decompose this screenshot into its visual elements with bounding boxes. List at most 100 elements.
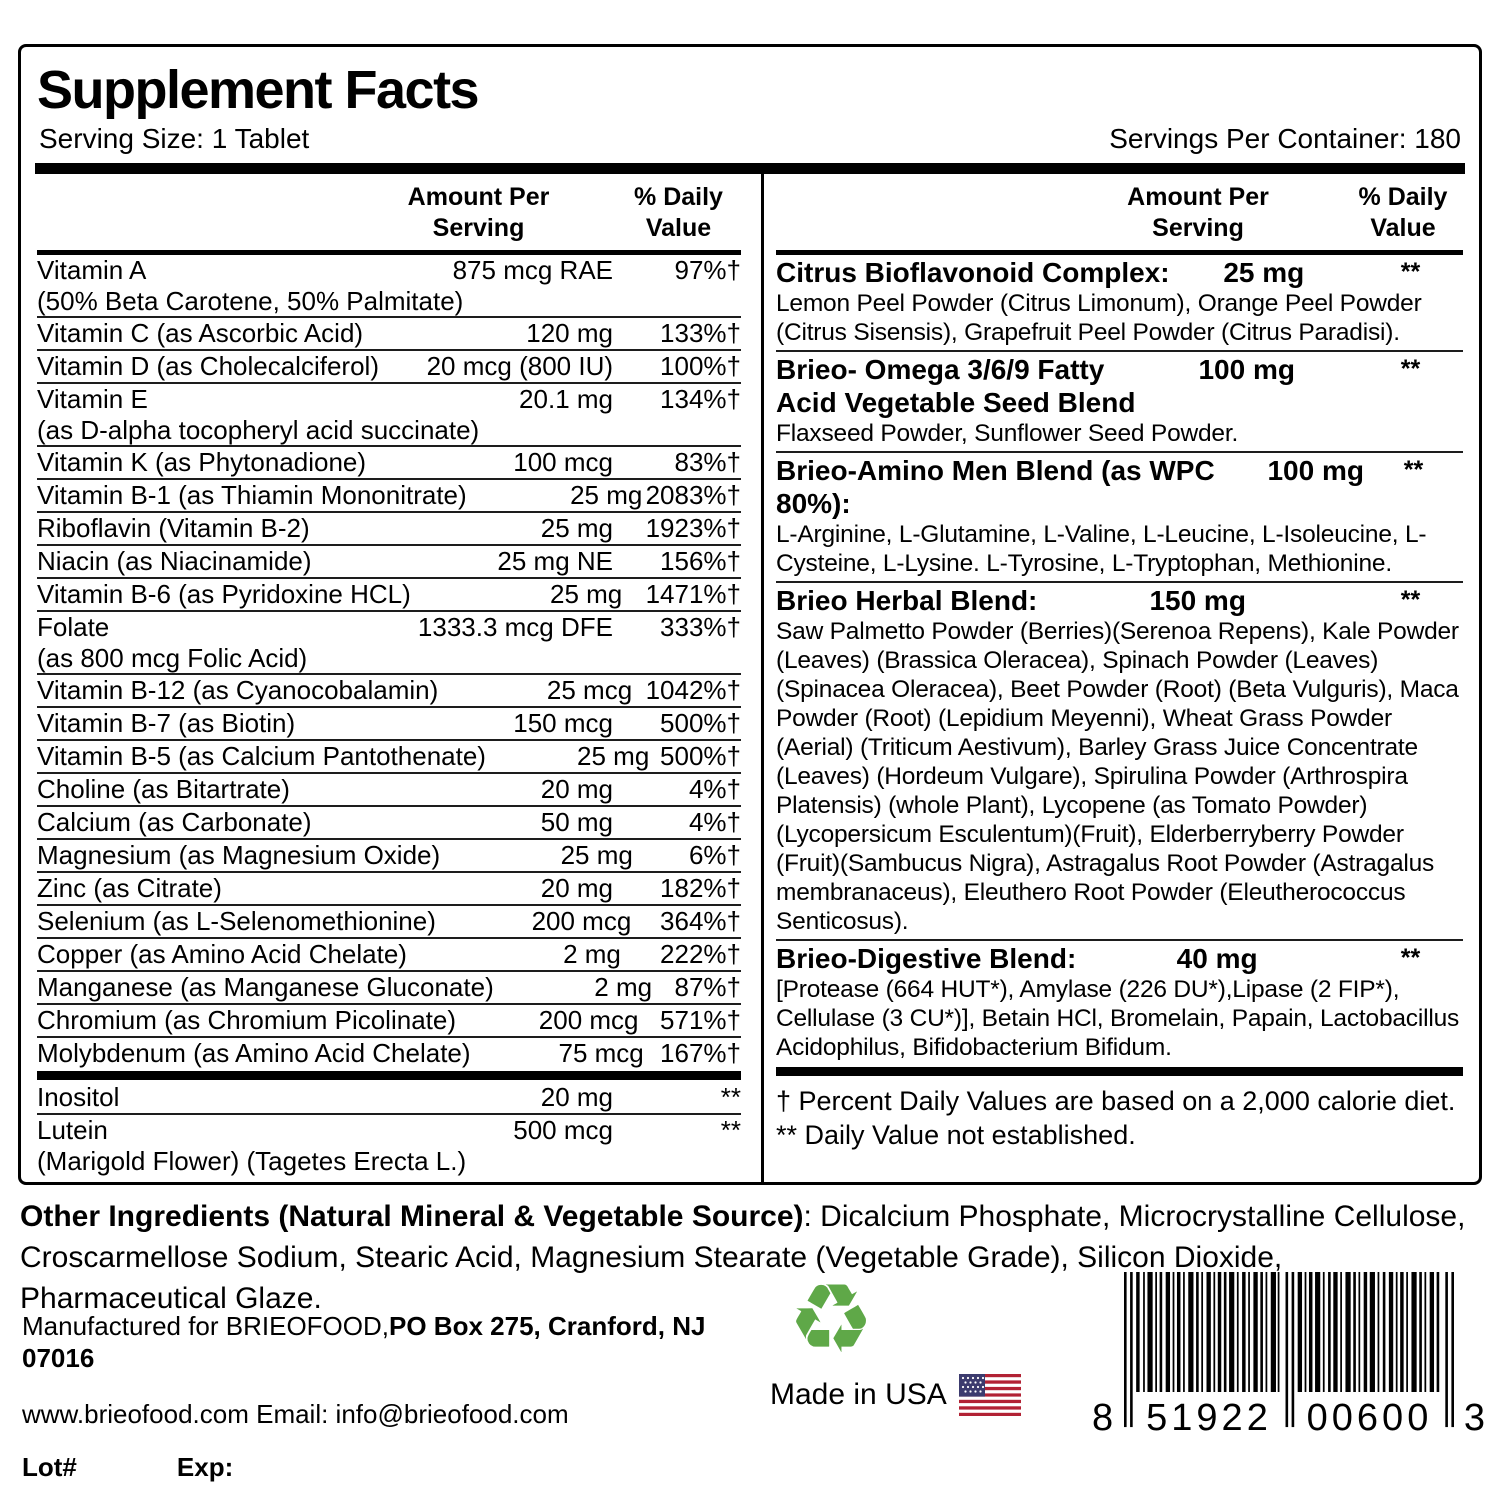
table-row: Vitamin B-7 (as Biotin) 150 mcg 500%† <box>37 708 741 741</box>
blend-amount: 25 mg <box>1223 257 1305 288</box>
lot-label: Lot# <box>22 1452 77 1482</box>
serving-size: Serving Size: 1 Tablet <box>39 123 310 154</box>
blend-amount: 150 mg <box>1149 585 1246 616</box>
nutrient-name: Choline (as Bitartrate) <box>37 774 290 804</box>
nutrient-amount: 25 mg <box>577 741 650 771</box>
nutrient-name: Folate <box>37 612 110 642</box>
blend-row: Brieo-Digestive Blend: 40 mg ** [Protease (… <box>776 941 1463 1065</box>
us-flag-icon <box>958 1374 1021 1416</box>
exp-label: Exp: <box>176 1452 234 1482</box>
barcode-digit: 3 <box>1463 1397 1485 1439</box>
blend-row: Brieo-Amino Men Blend (as WPC 80%): 100 m… <box>776 453 1463 583</box>
table-row: Vitamin E 20.1 mg 134%† (as D-alpha tocophe… <box>37 384 741 447</box>
nutrient-name: Manganese (as Manganese Gluconate) <box>37 972 494 1002</box>
nutrient-daily-value: 83%† <box>674 447 742 477</box>
nutrient-name: Vitamin B-5 (as Calcium Pantothenate) <box>37 741 486 771</box>
nutrient-daily-value: 2083%† <box>645 480 741 510</box>
supplement-facts-panel: Supplement Facts Serving Size: 1 Tablet … <box>18 44 1482 1185</box>
nutrient-amount: 75 mcg <box>558 1038 644 1068</box>
nutrient-amount: 25 mg <box>570 480 643 510</box>
lot-exp-row: Lot# Exp: <box>22 1452 722 1483</box>
serving-row: Serving Size: 1 Tablet Servings Per Cont… <box>37 121 1463 163</box>
nutrients-column: Amount Per Serving % Daily Value Vitamin… <box>21 174 761 1182</box>
daily-value-footnote: † Percent Daily Values are based on a 2,… <box>776 1086 1456 1150</box>
nutrient-daily-value: 571%† <box>660 1005 741 1035</box>
nutrient-amount: 875 mcg RAE <box>452 255 613 285</box>
blend-daily-value: ** <box>1400 258 1421 286</box>
nutrient-daily-value: ** <box>720 1115 741 1145</box>
page-title: Supplement Facts <box>37 60 480 120</box>
table-row: Magnesium (as Magnesium Oxide) 25 mg 6%† <box>37 840 741 873</box>
barcode-digit-background <box>1295 1392 1444 1436</box>
nutrient-source-note: (as D-alpha tocopheryl acid succinate) <box>37 415 480 445</box>
made-in-usa-label: Made in USA <box>770 1378 947 1411</box>
nutrient-daily-value: 1923%† <box>645 513 741 543</box>
nutrient-daily-value: 1471%† <box>645 579 741 609</box>
panel-header: Supplement Facts Serving Size: 1 Tablet … <box>21 47 1479 163</box>
table-row: Vitamin B-1 (as Thiamin Mononitrate) 25 m… <box>37 480 741 513</box>
blend-daily-value: ** <box>1400 944 1421 972</box>
table-columns: Amount Per Serving % Daily Value Vitamin… <box>21 174 1479 1182</box>
blend-name: Brieo-Digestive Blend: <box>776 943 1077 974</box>
nutrient-amount: 120 mg <box>526 318 613 348</box>
blend-row: Citrus Bioflavonoid Complex: 25 mg ** Lemon… <box>776 255 1463 352</box>
blend-rows: Citrus Bioflavonoid Complex: 25 mg ** Lemon… <box>776 255 1463 1065</box>
blends-column: Amount Per Serving % Daily Value Citrus … <box>764 174 1479 1182</box>
table-row: Selenium (as L-Selenomethionine) 200 mcg 3… <box>37 906 741 939</box>
made-in-usa: Made in USA <box>770 1374 1030 1416</box>
nutrient-daily-value: 6%† <box>688 840 741 870</box>
nutrient-name: Molybdenum (as Amino Acid Chelate) <box>37 1038 471 1068</box>
manufactured-for-line: Manufactured for BRIEOFOOD,PO Box 275, C… <box>22 1310 722 1374</box>
blend-ingredients: L-Arginine, L-Glutamine, L-Valine, L-Leu… <box>776 521 1427 577</box>
table-row: Vitamin D (as Cholecalciferol) 20 mcg (80… <box>37 351 741 384</box>
nutrient-name: Vitamin B-12 (as Cyanocobalamin) <box>37 675 439 705</box>
table-row: Vitamin A 875 mcg RAE 97%† (50% Beta Carote… <box>37 255 741 318</box>
amount-per-serving-header: Amount Per Serving <box>1127 183 1269 242</box>
blend-ingredients: Saw Palmetto Powder (Berries)(Serenoa Re… <box>776 618 1459 935</box>
nutrient-name: Vitamin A <box>37 255 147 285</box>
blend-daily-value: ** <box>1403 456 1424 484</box>
table-row: Vitamin B-6 (as Pyridoxine HCL) 25 mg 1471… <box>37 579 741 612</box>
table-row: Copper (as Amino Acid Chelate) 2 mg 222%† <box>37 939 741 972</box>
nutrient-name: Vitamin D (as Cholecalciferol) <box>37 351 379 381</box>
nutrient-name: Vitamin C (as Ascorbic Acid) <box>37 318 364 348</box>
barcode-digits: 51922 <box>1146 1397 1272 1439</box>
other-ingredients: Other Ingredients (Natural Mineral & Veg… <box>20 1196 1482 1319</box>
divider-bar <box>37 1071 741 1080</box>
blend-row: Brieo Herbal Blend: 150 mg ** Saw Palmetto … <box>776 583 1463 941</box>
nutrient-amount: 500 mcg <box>513 1115 613 1145</box>
amount-per-serving-header: Amount Per Serving <box>407 183 550 242</box>
nutrient-daily-value: 134%† <box>660 384 741 414</box>
nutrient-name: Vitamin E <box>37 384 148 414</box>
blend-name: Brieo- Omega 3/6/9 Fatty Acid Vegetable … <box>776 354 1136 418</box>
nutrient-name: Vitamin K (as Phytonadione) <box>37 447 367 477</box>
nutrient-amount: 20 mcg (800 IU) <box>426 351 613 381</box>
table-row: Niacin (as Niacinamide) 25 mg NE 156%† <box>37 546 741 579</box>
nutrient-name: Riboflavin (Vitamin B-2) <box>37 513 310 543</box>
nutrient-name: Niacin (as Niacinamide) <box>37 546 312 576</box>
table-row: Vitamin C (as Ascorbic Acid) 120 mg 133%† <box>37 318 741 351</box>
divider-bar <box>35 163 1465 174</box>
table-row: Inositol 20 mg ** <box>37 1082 741 1115</box>
nutrient-amount: 150 mcg <box>513 708 613 738</box>
blend-name: Brieo Herbal Blend: <box>776 585 1038 616</box>
nutrient-amount: 25 mg <box>550 579 623 609</box>
contact-line: www.brieofood.com Email: info@brieofood.… <box>22 1399 569 1429</box>
nutrient-name: Copper (as Amino Acid Chelate) <box>37 939 407 969</box>
table-row: Zinc (as Citrate) 20 mg 182%† <box>37 873 741 906</box>
nutrient-amount: 25 mg <box>560 840 633 870</box>
nutrient-daily-value: 4%† <box>688 807 741 837</box>
header-rule <box>776 250 1463 255</box>
barcode-digit-background <box>1134 1392 1284 1436</box>
nutrient-source-note: (Marigold Flower) (Tagetes Erecta L.) <box>37 1146 467 1176</box>
nutrient-name: Magnesium (as Magnesium Oxide) <box>37 840 441 870</box>
blend-amount: 100 mg <box>1198 354 1295 385</box>
nutrient-amount: 25 mg <box>540 513 613 543</box>
table-row: Vitamin B-5 (as Calcium Pantothenate) 25 … <box>37 741 741 774</box>
column-header-left: Amount Per Serving % Daily Value <box>37 174 741 250</box>
table-row: Calcium (as Carbonate) 50 mg 4%† <box>37 807 741 840</box>
nutrient-amount: 2 mg <box>594 972 653 1002</box>
nutrient-daily-value: 222%† <box>660 939 741 969</box>
blend-daily-value: ** <box>1400 586 1421 614</box>
